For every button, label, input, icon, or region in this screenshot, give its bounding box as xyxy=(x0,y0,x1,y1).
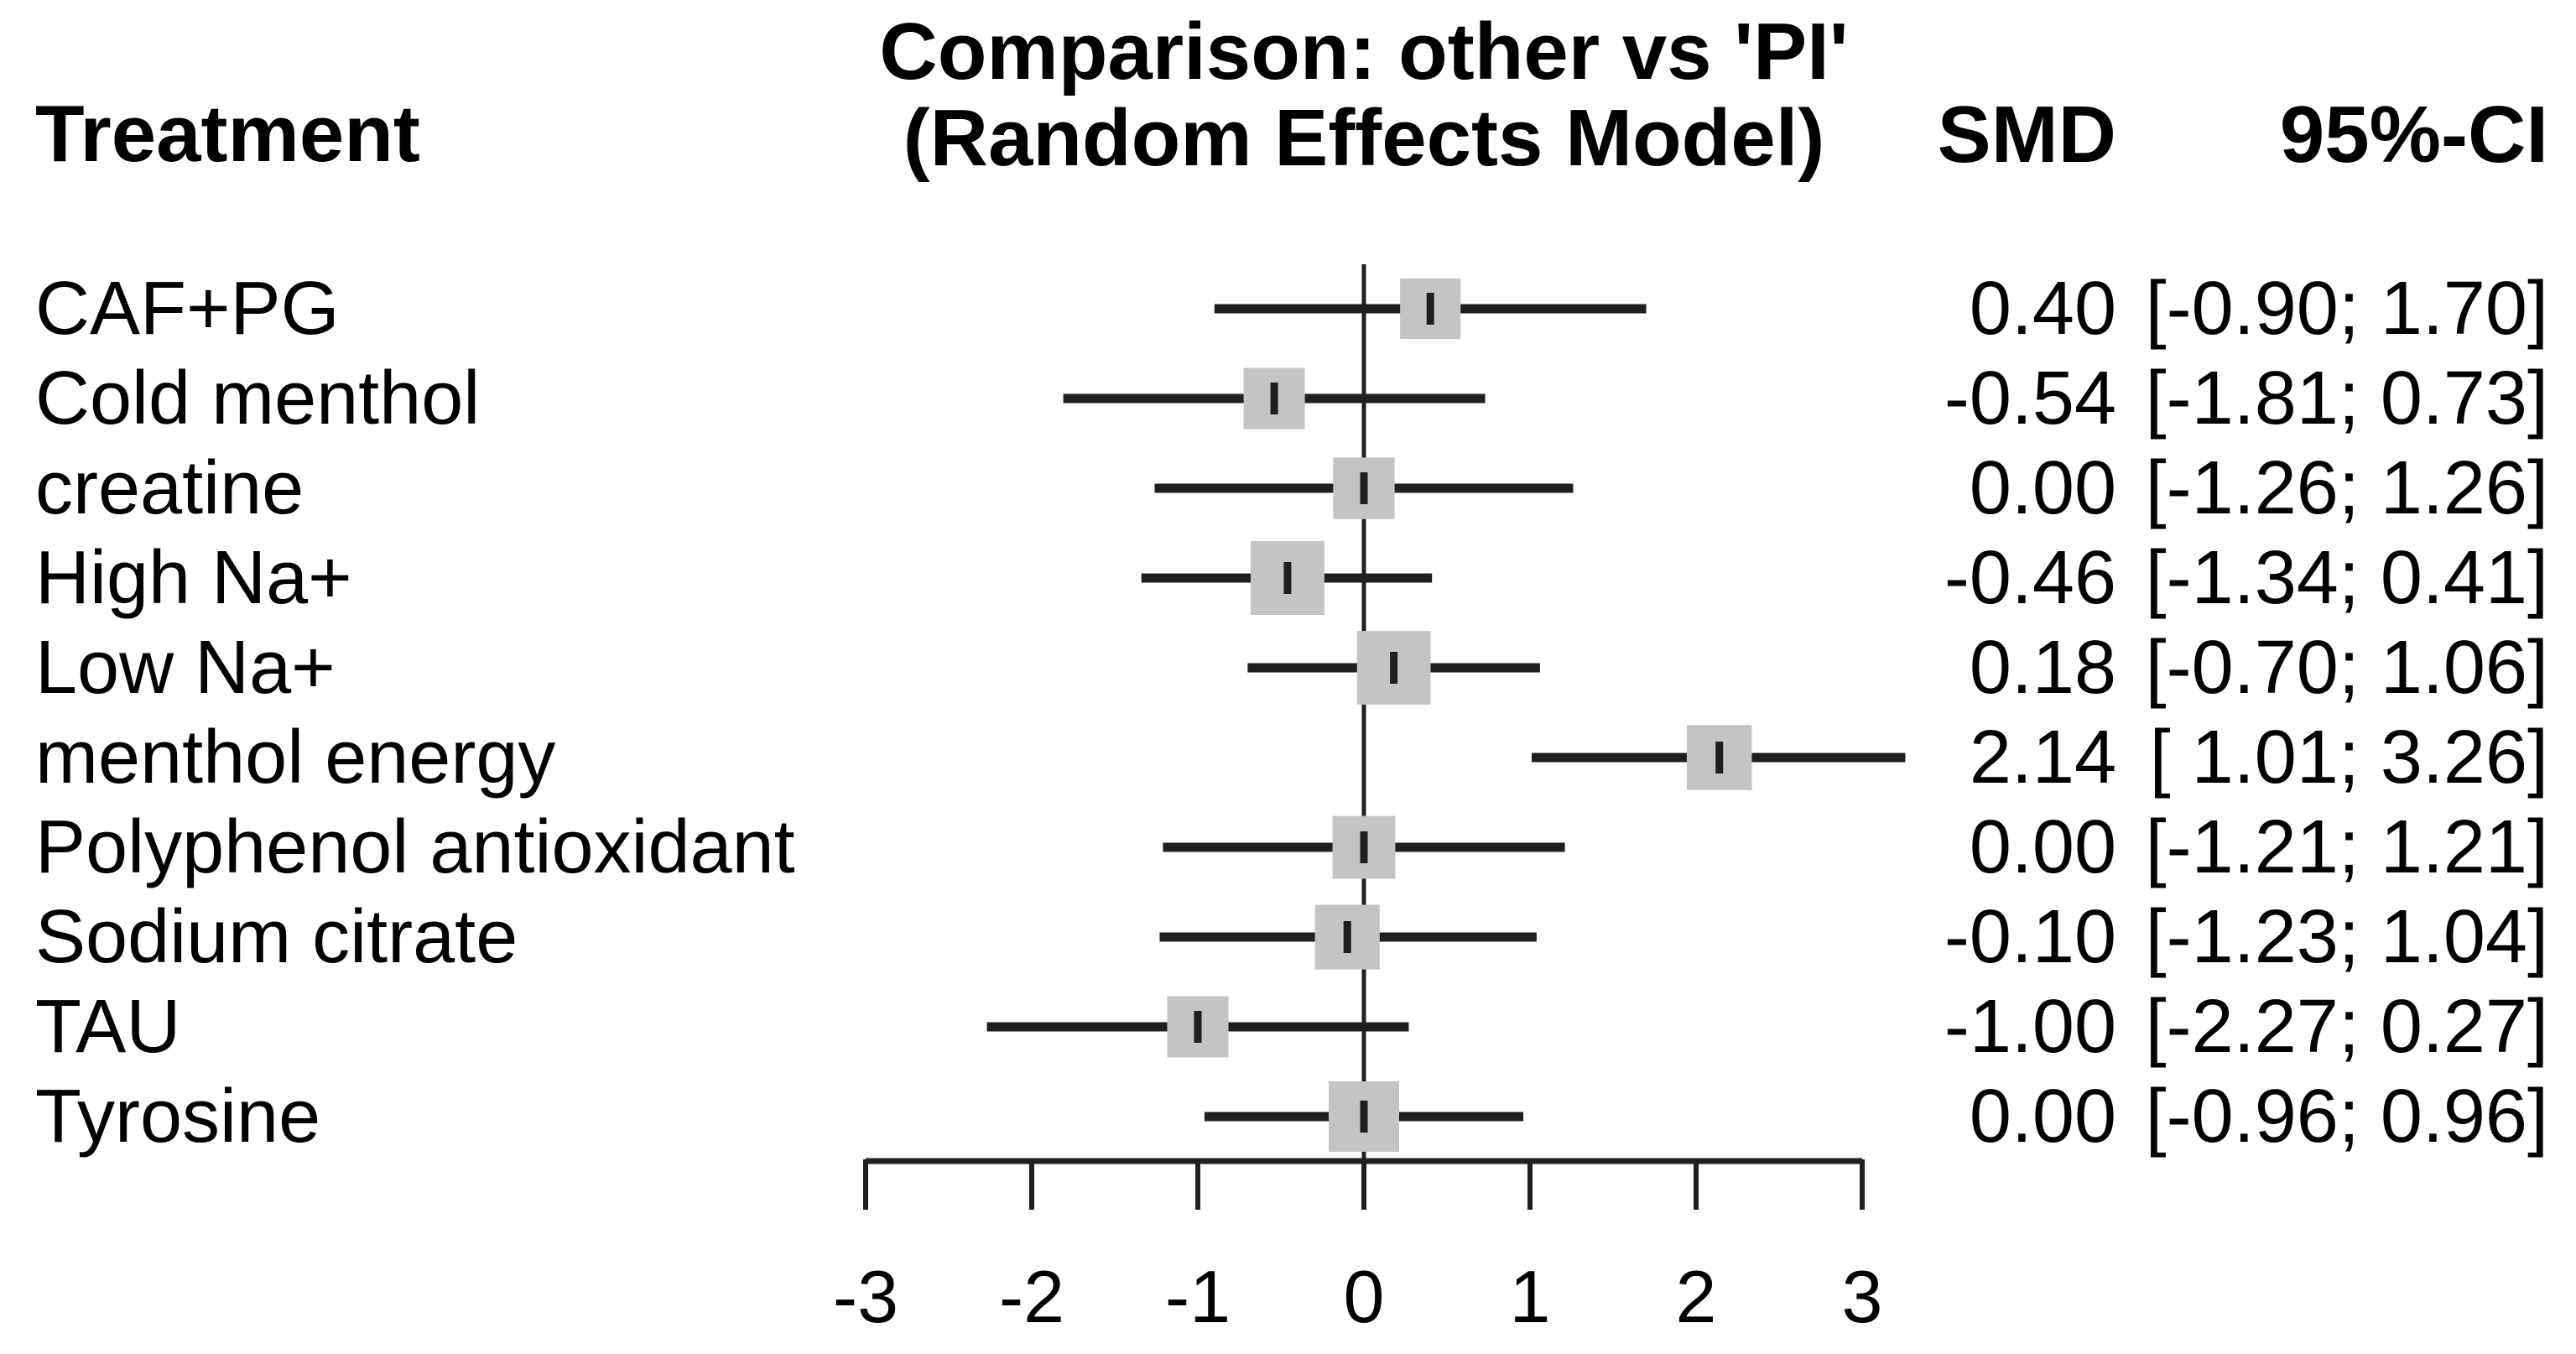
point-estimate-tick xyxy=(1270,383,1278,414)
treatment-label: TAU xyxy=(35,985,181,1069)
smd-value: -1.00 xyxy=(1944,985,2116,1069)
ci-value: [-2.27; 0.27] xyxy=(2145,985,2548,1069)
ci-value: [-1.21; 1.21] xyxy=(2145,805,2548,889)
point-estimate-tick xyxy=(1426,293,1434,325)
treatment-label: creatine xyxy=(35,446,304,530)
smd-value: 0.00 xyxy=(1969,446,2116,530)
x-axis-tick-label: 1 xyxy=(1510,1255,1551,1338)
smd-value: -0.10 xyxy=(1944,895,2116,979)
x-axis-tick-label: -1 xyxy=(1165,1255,1231,1338)
treatment-label: Sodium citrate xyxy=(35,895,518,979)
chart-title-line1: Comparison: other vs 'PI' xyxy=(879,7,1849,96)
point-estimate-tick xyxy=(1283,562,1292,594)
x-axis-tick-label: -3 xyxy=(833,1255,898,1338)
chart-title-line2: (Random Effects Model) xyxy=(903,93,1825,183)
point-estimate-tick xyxy=(1360,472,1368,504)
smd-value: 0.18 xyxy=(1969,626,2116,710)
ci-value: [-0.96; 0.96] xyxy=(2145,1075,2548,1159)
smd-value: -0.54 xyxy=(1944,357,2116,440)
point-estimate-tick xyxy=(1715,742,1724,773)
smd-value: 0.00 xyxy=(1969,805,2116,889)
treatment-label: High Na+ xyxy=(35,536,352,620)
smd-value: 0.40 xyxy=(1969,267,2116,351)
smd-value: -0.46 xyxy=(1944,536,2116,620)
ci-value: [-0.90; 1.70] xyxy=(2145,267,2548,351)
treatment-label: CAF+PG xyxy=(35,267,340,351)
point-estimate-tick xyxy=(1343,921,1351,953)
treatment-label: Polyphenol antioxidant xyxy=(35,805,795,889)
treatment-label: Low Na+ xyxy=(35,626,336,710)
point-estimate-tick xyxy=(1194,1011,1202,1043)
ci-value: [-1.23; 1.04] xyxy=(2145,895,2548,979)
ci-value: [-1.26; 1.26] xyxy=(2145,446,2548,530)
treatment-label: Tyrosine xyxy=(35,1075,321,1159)
smd-value: 0.00 xyxy=(1969,1075,2116,1159)
point-estimate-tick xyxy=(1390,652,1398,684)
column-header-ci: 95%-CI xyxy=(2279,90,2548,180)
x-axis-tick-label: 3 xyxy=(1842,1255,1883,1338)
ci-value: [-0.70; 1.06] xyxy=(2145,626,2548,710)
x-axis-tick-label: 0 xyxy=(1344,1255,1385,1338)
point-estimate-tick xyxy=(1360,831,1368,863)
ci-value: [ 1.01; 3.26] xyxy=(2149,716,2548,799)
ci-value: [-1.34; 0.41] xyxy=(2145,536,2548,620)
x-axis-tick-label: 2 xyxy=(1676,1255,1717,1338)
x-axis-tick-label: -2 xyxy=(999,1255,1064,1338)
smd-value: 2.14 xyxy=(1969,716,2116,799)
treatment-label: menthol energy xyxy=(35,716,556,799)
column-header-treatment: Treatment xyxy=(35,89,420,179)
point-estimate-tick xyxy=(1360,1101,1368,1133)
column-header-smd: SMD xyxy=(1937,90,2116,180)
treatment-label: Cold menthol xyxy=(35,357,481,440)
ci-value: [-1.81; 0.73] xyxy=(2145,357,2548,440)
